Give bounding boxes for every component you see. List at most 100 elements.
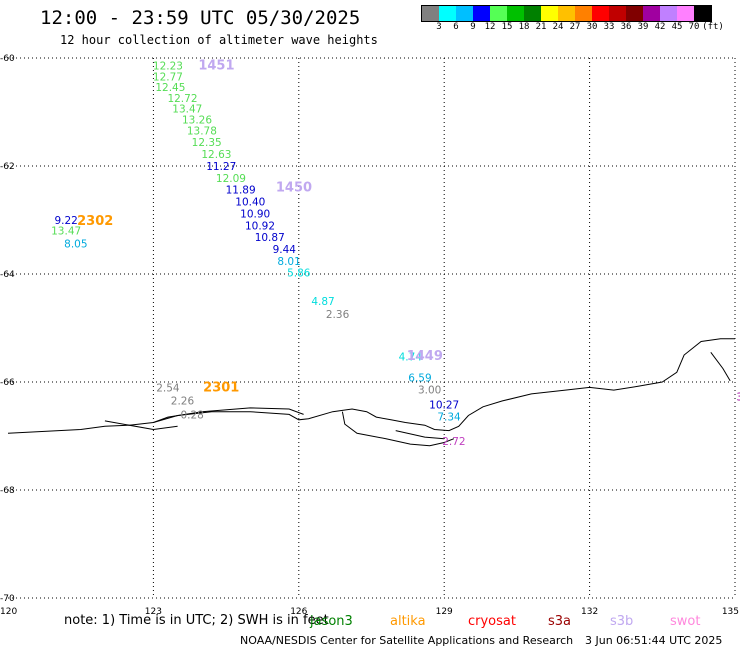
wave-height-label: 11.27: [206, 161, 236, 173]
satellite-legend-altika: altika: [390, 614, 426, 629]
wave-height-label: 10.40: [235, 197, 265, 209]
lon-tick-label: 129: [436, 607, 453, 617]
wave-height-label: 12.72: [167, 93, 197, 105]
coastline: [7, 338, 735, 434]
scale-swatch: [490, 6, 507, 21]
scale-swatch: [439, 6, 456, 21]
wave-height-label: 5.86: [287, 267, 311, 279]
wave-height-label: 6.59: [408, 373, 431, 385]
scale-tick-label: 24: [552, 22, 564, 32]
wave-height-label: 2.72: [442, 436, 465, 448]
coastline-segment: [104, 420, 178, 431]
wave-height-label: 12.63: [201, 149, 231, 161]
footer-timestamp: 3 Jun 06:51:44 UTC 2025: [585, 634, 723, 647]
wave-height-label: 4.74: [399, 352, 423, 364]
wave-height-label: 9.22: [54, 215, 77, 227]
scale-swatch: [507, 6, 524, 21]
scale-tick-label: 27: [569, 22, 581, 32]
wave-height-label: 0.28: [180, 409, 203, 421]
wave-height-label: 7.34: [437, 411, 461, 423]
wave-height-label: 3.00: [418, 384, 441, 396]
scale-tick-label: 30: [586, 22, 598, 32]
wave-height-label: 8.05: [64, 239, 87, 251]
wave-height-label: 39.: [736, 392, 740, 404]
wave-height-label: 12.23: [153, 60, 183, 72]
scale-swatch: [592, 6, 609, 21]
page-title: 12:00 - 23:59 UTC 05/30/2025: [40, 7, 361, 29]
wave-height-label: 10.27: [429, 400, 459, 412]
wave-height-label: 9.44: [273, 244, 297, 256]
scale-swatch: [626, 6, 643, 21]
scale-swatch: [643, 6, 660, 21]
scale-swatch: [473, 6, 490, 21]
wave-height-label: 4.87: [311, 296, 334, 308]
lat-tick-label: -64: [0, 270, 15, 280]
pass-time-label: 1451: [198, 58, 234, 73]
lat-tick-label: -62: [0, 162, 15, 172]
scale-tick-label: 6: [453, 22, 459, 32]
wave-height-label: 11.89: [226, 185, 256, 197]
scale-swatch: [609, 6, 626, 21]
satellite-legend-s3a: s3a: [548, 614, 572, 629]
scale-swatch: [456, 6, 473, 21]
map-axis-labels: 120 123 126 129 132 135 -60 -62 -64 -66 -68 -70: [0, 54, 739, 617]
scale-tick-label: 12: [484, 22, 496, 32]
wave-height-label: 12.09: [216, 173, 246, 185]
scale-swatch: [677, 6, 694, 21]
wave-height-label: 2.54: [156, 382, 180, 394]
satellite-legend-jason3: jason3: [310, 614, 353, 629]
scale-tick-label: 3: [436, 22, 442, 32]
lon-tick-label: 135: [722, 607, 739, 617]
scale-tick-label: 36: [620, 22, 632, 32]
pass-time-label: 2302: [77, 214, 113, 229]
lon-tick-label: 126: [290, 607, 307, 617]
lat-tick-label: -66: [0, 378, 15, 388]
scale-swatch: [660, 6, 677, 21]
scale-tick-label: 9: [470, 22, 476, 32]
scale-swatch: [524, 6, 541, 21]
scale-swatch: [558, 6, 575, 21]
coastline-segment: [341, 411, 455, 447]
antarctic-coastline: [7, 338, 735, 447]
page-subtitle: 12 hour collection of altimeter wave hei…: [60, 33, 378, 47]
satellite-legend-s3b: s3b: [610, 614, 634, 629]
wave-height-label: 8.01: [277, 256, 300, 268]
lat-tick-label: -60: [0, 54, 15, 64]
wave-height-label: 13.78: [187, 125, 217, 137]
coastline-segment: [395, 430, 445, 440]
wave-height-label: 10.92: [245, 220, 275, 232]
scale-swatch: [575, 6, 592, 21]
scale-tick-label: 21: [535, 22, 547, 32]
ice-shelf-edge: [153, 407, 304, 423]
scale-tick-label: 18: [518, 22, 530, 32]
scale-tick-label: 42: [654, 22, 666, 32]
scale-unit-label: (ft): [702, 22, 724, 32]
footer-note: note: 1) Time is in UTC; 2) SWH is in fe…: [64, 613, 329, 628]
scale-tick-label: 15: [501, 22, 513, 32]
scale-tick-label: 70: [688, 22, 700, 32]
wave-height-label: 12.35: [192, 137, 222, 149]
pass-time-label: 1449: [407, 349, 443, 364]
color-scale-bar: [421, 5, 712, 22]
scale-swatch: [541, 6, 558, 21]
wave-height-labels: 12.2312.7712.4512.7213.4713.2613.7812.35…: [51, 58, 740, 447]
lon-tick-label: 123: [145, 607, 162, 617]
scale-swatch: [694, 6, 711, 21]
wave-height-label: 2.36: [326, 309, 350, 321]
wave-height-label: 13.47: [172, 104, 202, 116]
coastline-segment: [710, 352, 731, 382]
scale-tick-label: 33: [603, 22, 615, 32]
lon-tick-label: 132: [581, 607, 598, 617]
scale-swatch: [422, 6, 439, 21]
wave-height-label: 10.87: [255, 232, 285, 244]
pass-time-label: 1450: [276, 181, 312, 196]
lat-tick-label: -68: [0, 486, 15, 496]
footer-credit: NOAA/NESDIS Center for Satellite Applica…: [240, 634, 574, 647]
lat-tick-label: -70: [0, 594, 15, 604]
scale-tick-label: 39: [637, 22, 649, 32]
wave-height-label: 12.77: [153, 71, 183, 83]
scale-tick-label: 45: [671, 22, 683, 32]
map-gridlines: [8, 57, 736, 599]
